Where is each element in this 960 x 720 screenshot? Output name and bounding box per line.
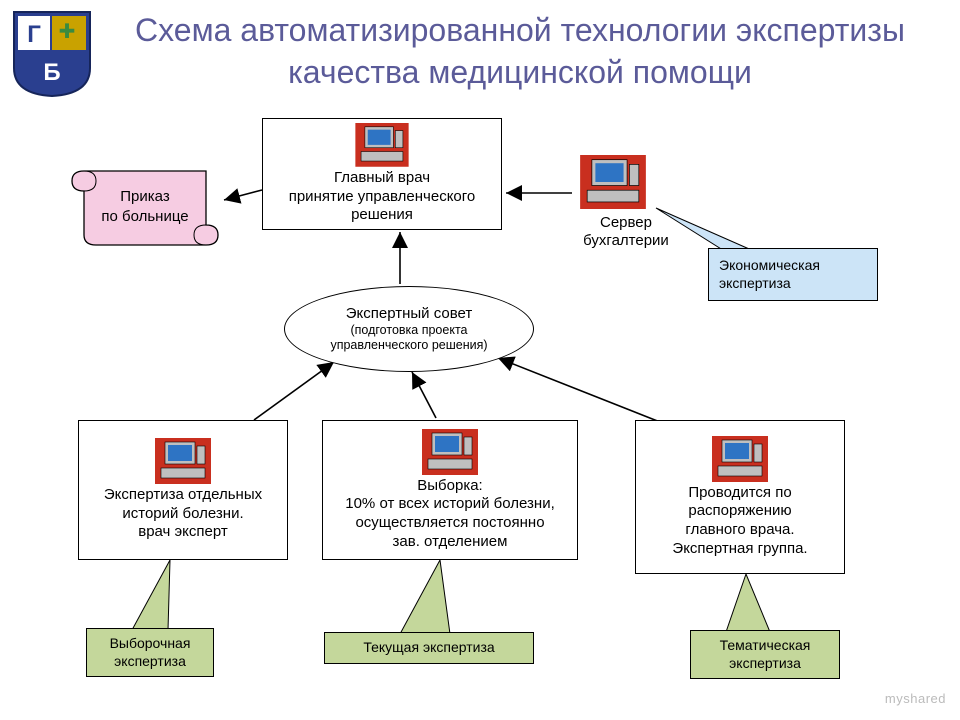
selective-text: Выборочная экспертиза [110,635,191,669]
right-line-4: Экспертная группа. [672,540,807,559]
selective-expertise-node: Экспертиза отдельных историй болезни. вр… [78,420,288,560]
mid-line-2: 10% от всех историй болезни, [345,495,555,514]
economic-callout: Экономическая экспертиза [708,248,878,301]
computer-icon [155,438,211,484]
thematic-callout: Тематическая экспертиза [690,630,840,679]
server-label-1: Сервер [566,214,686,232]
selective-callout: Выборочная экспертиза [86,628,214,677]
right-line-1: Проводится по [688,484,791,503]
right-line-2: распоряжению [688,502,791,521]
ellipse-sub2: управленческого решения) [330,338,487,353]
org-logo: Г ✚ Б [12,10,92,98]
mid-line-4: зав. отделением [393,533,508,552]
page-title: Схема автоматизированной технологии эксп… [100,10,940,93]
current-callout: Текущая экспертиза [324,632,534,664]
economic-text: Экономическая экспертиза [719,257,820,291]
chief-line-1: Главный врач [334,169,430,188]
order-scroll: Приказ по больнице [70,165,220,247]
svg-text:Б: Б [43,59,60,86]
mid-line-3: осуществляется постоянно [355,514,544,533]
chief-line-2: принятие управленческого [289,188,476,207]
chief-line-3: решения [351,206,413,225]
left-line-3: врач эксперт [138,523,228,542]
watermark: myshared [885,691,946,706]
scroll-line-1: Приказ [70,187,220,207]
computer-icon [354,123,410,167]
svg-text:Г: Г [27,21,41,48]
current-text: Текущая экспертиза [363,639,494,655]
ellipse-title: Экспертный совет [346,305,473,323]
left-line-1: Экспертиза отдельных [104,486,262,505]
scroll-line-2: по больнице [70,207,220,227]
server-label: Сервер бухгалтерии [566,214,686,250]
server-label-2: бухгалтерии [566,232,686,250]
ellipse-sub1: (подготовка проекта [351,323,468,338]
mid-line-1: Выборка: [417,477,482,496]
chief-doctor-node: Главный врач принятие управленческого ре… [262,118,502,230]
expert-council-ellipse: Экспертный совет (подготовка проекта упр… [284,286,534,372]
server-node [580,155,646,214]
computer-icon [712,436,768,482]
computer-icon [580,155,646,209]
thematic-text: Тематическая экспертиза [720,637,811,671]
thematic-expertise-node: Проводится по распоряжению главного врач… [635,420,845,574]
svg-text:✚: ✚ [59,21,76,43]
computer-icon [422,429,478,475]
current-expertise-node: Выборка: 10% от всех историй болезни, ос… [322,420,578,560]
left-line-2: историй болезни. [122,505,243,524]
right-line-3: главного врача. [685,521,794,540]
